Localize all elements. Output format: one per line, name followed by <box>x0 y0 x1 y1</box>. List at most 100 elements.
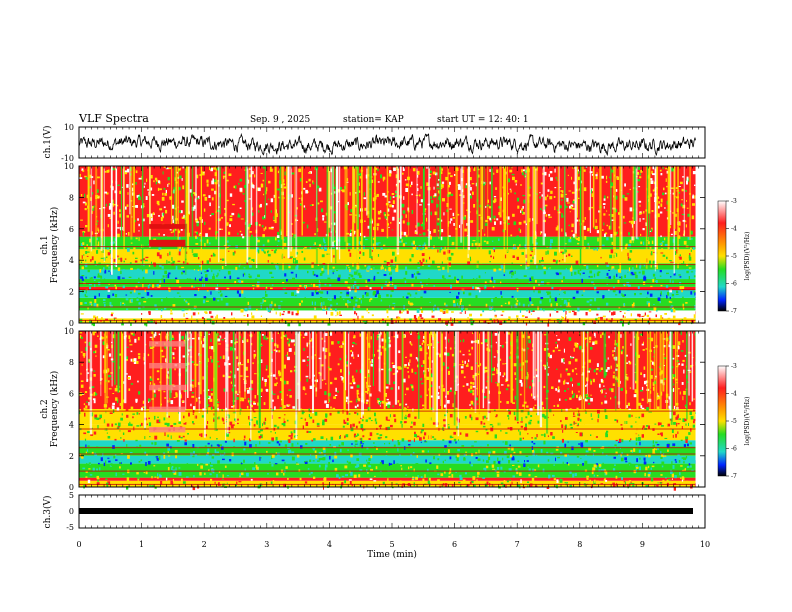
spec-speckle <box>368 457 371 461</box>
spec-speckle <box>664 243 668 246</box>
spec-speckle <box>630 271 634 274</box>
spec-streak <box>177 166 179 257</box>
spec-speckle <box>366 447 369 450</box>
spec-speckle <box>681 290 683 293</box>
spec-speckle <box>470 400 474 405</box>
spec-speckle <box>461 308 463 312</box>
spec-speckle <box>547 416 549 419</box>
spec-speckle <box>169 196 172 200</box>
spec-speckle <box>418 194 421 197</box>
spec-speckle <box>678 418 681 420</box>
spec-speckle <box>322 270 325 273</box>
spec-speckle <box>569 236 572 240</box>
spec-speckle <box>224 295 228 297</box>
spec-speckle <box>565 206 568 208</box>
spec-speckle <box>85 263 88 268</box>
spec-speckle <box>392 216 395 221</box>
spec-speckle <box>627 252 629 257</box>
spec-speckle <box>118 353 122 356</box>
spec-speckle <box>464 228 467 232</box>
spec-speckle <box>199 278 202 281</box>
spec-speckle <box>453 223 455 226</box>
spec-speckle <box>619 408 621 412</box>
spec-speckle <box>477 471 480 475</box>
spec-speckle <box>538 284 541 286</box>
spec-speckle <box>229 224 231 228</box>
spec-speckle <box>614 464 616 466</box>
spec-speckle <box>389 283 393 285</box>
spec-speckle <box>247 258 250 260</box>
spec-speckle <box>662 167 664 170</box>
spec-streak <box>460 166 463 243</box>
spec-speckle <box>205 297 208 299</box>
spec-speckle <box>85 290 87 294</box>
spec-streak <box>218 166 220 263</box>
spec-speckle <box>243 459 245 463</box>
spec-speckle <box>496 368 498 371</box>
spec-speckle <box>355 425 358 429</box>
spec-speckle <box>360 441 362 444</box>
spec-streak <box>339 166 341 260</box>
spec-speckle <box>199 472 202 476</box>
spec-speckle <box>356 393 360 395</box>
spec-speckle <box>277 170 279 174</box>
spec-speckle <box>114 454 117 457</box>
spec-speckle <box>564 232 567 237</box>
spec-speckle <box>222 474 224 478</box>
spec-speckle <box>467 363 469 366</box>
spec-speckle <box>524 176 527 178</box>
spec-speckle <box>348 274 352 276</box>
spec-speckle <box>519 363 521 367</box>
spec-streak <box>290 166 292 252</box>
spec-speckle <box>459 364 461 366</box>
spec-speckle <box>564 243 567 245</box>
spec-speckle <box>507 427 510 429</box>
spec-speckle <box>541 257 544 261</box>
spec-speckle <box>493 356 496 358</box>
spec-speckle <box>442 311 445 313</box>
spec-speckle <box>676 415 679 418</box>
spec-speckle <box>152 213 154 215</box>
spec-speckle <box>158 284 161 287</box>
spec-speckle <box>351 354 354 357</box>
spec-speckle <box>571 191 575 194</box>
spec-speckle <box>109 301 112 306</box>
spec-speckle <box>635 466 639 469</box>
spec-speckle <box>199 400 201 404</box>
spec-speckle <box>130 322 132 326</box>
spec-speckle <box>195 218 198 223</box>
spec-speckle <box>218 482 220 485</box>
spec-speckle <box>676 249 678 254</box>
spec-speckle <box>448 444 450 447</box>
spec-speckle <box>154 476 157 478</box>
spec-speckle <box>97 273 100 277</box>
spec-speckle <box>659 243 662 245</box>
spec-speckle <box>213 413 215 416</box>
spec-speckle <box>283 405 286 409</box>
spec-speckle <box>253 258 255 262</box>
spec-speckle <box>214 179 217 183</box>
spec-speckle <box>252 287 255 291</box>
spec-speckle <box>260 302 263 304</box>
spec-speckle <box>292 456 295 461</box>
spec-speckle <box>212 178 214 182</box>
spec-speckle <box>586 396 589 400</box>
spec-speckle <box>484 272 486 274</box>
spec-speckle <box>608 214 611 216</box>
spec-speckle <box>555 448 559 451</box>
spec-speckle <box>647 320 650 324</box>
spec-speckle <box>543 309 545 312</box>
spec-band <box>79 290 696 298</box>
spec-speckle <box>668 396 670 400</box>
spec-speckle <box>367 472 369 474</box>
spec-speckle <box>210 291 212 295</box>
spec-speckle <box>494 333 498 336</box>
spec-speckle <box>693 398 695 400</box>
spec-speckle <box>530 249 533 253</box>
spec-speckle <box>405 214 407 218</box>
spec-speckle <box>405 356 407 358</box>
spec-streak <box>491 166 493 220</box>
spec-speckle <box>674 231 677 235</box>
spec-speckle <box>631 304 635 308</box>
spec-speckle <box>251 212 254 216</box>
